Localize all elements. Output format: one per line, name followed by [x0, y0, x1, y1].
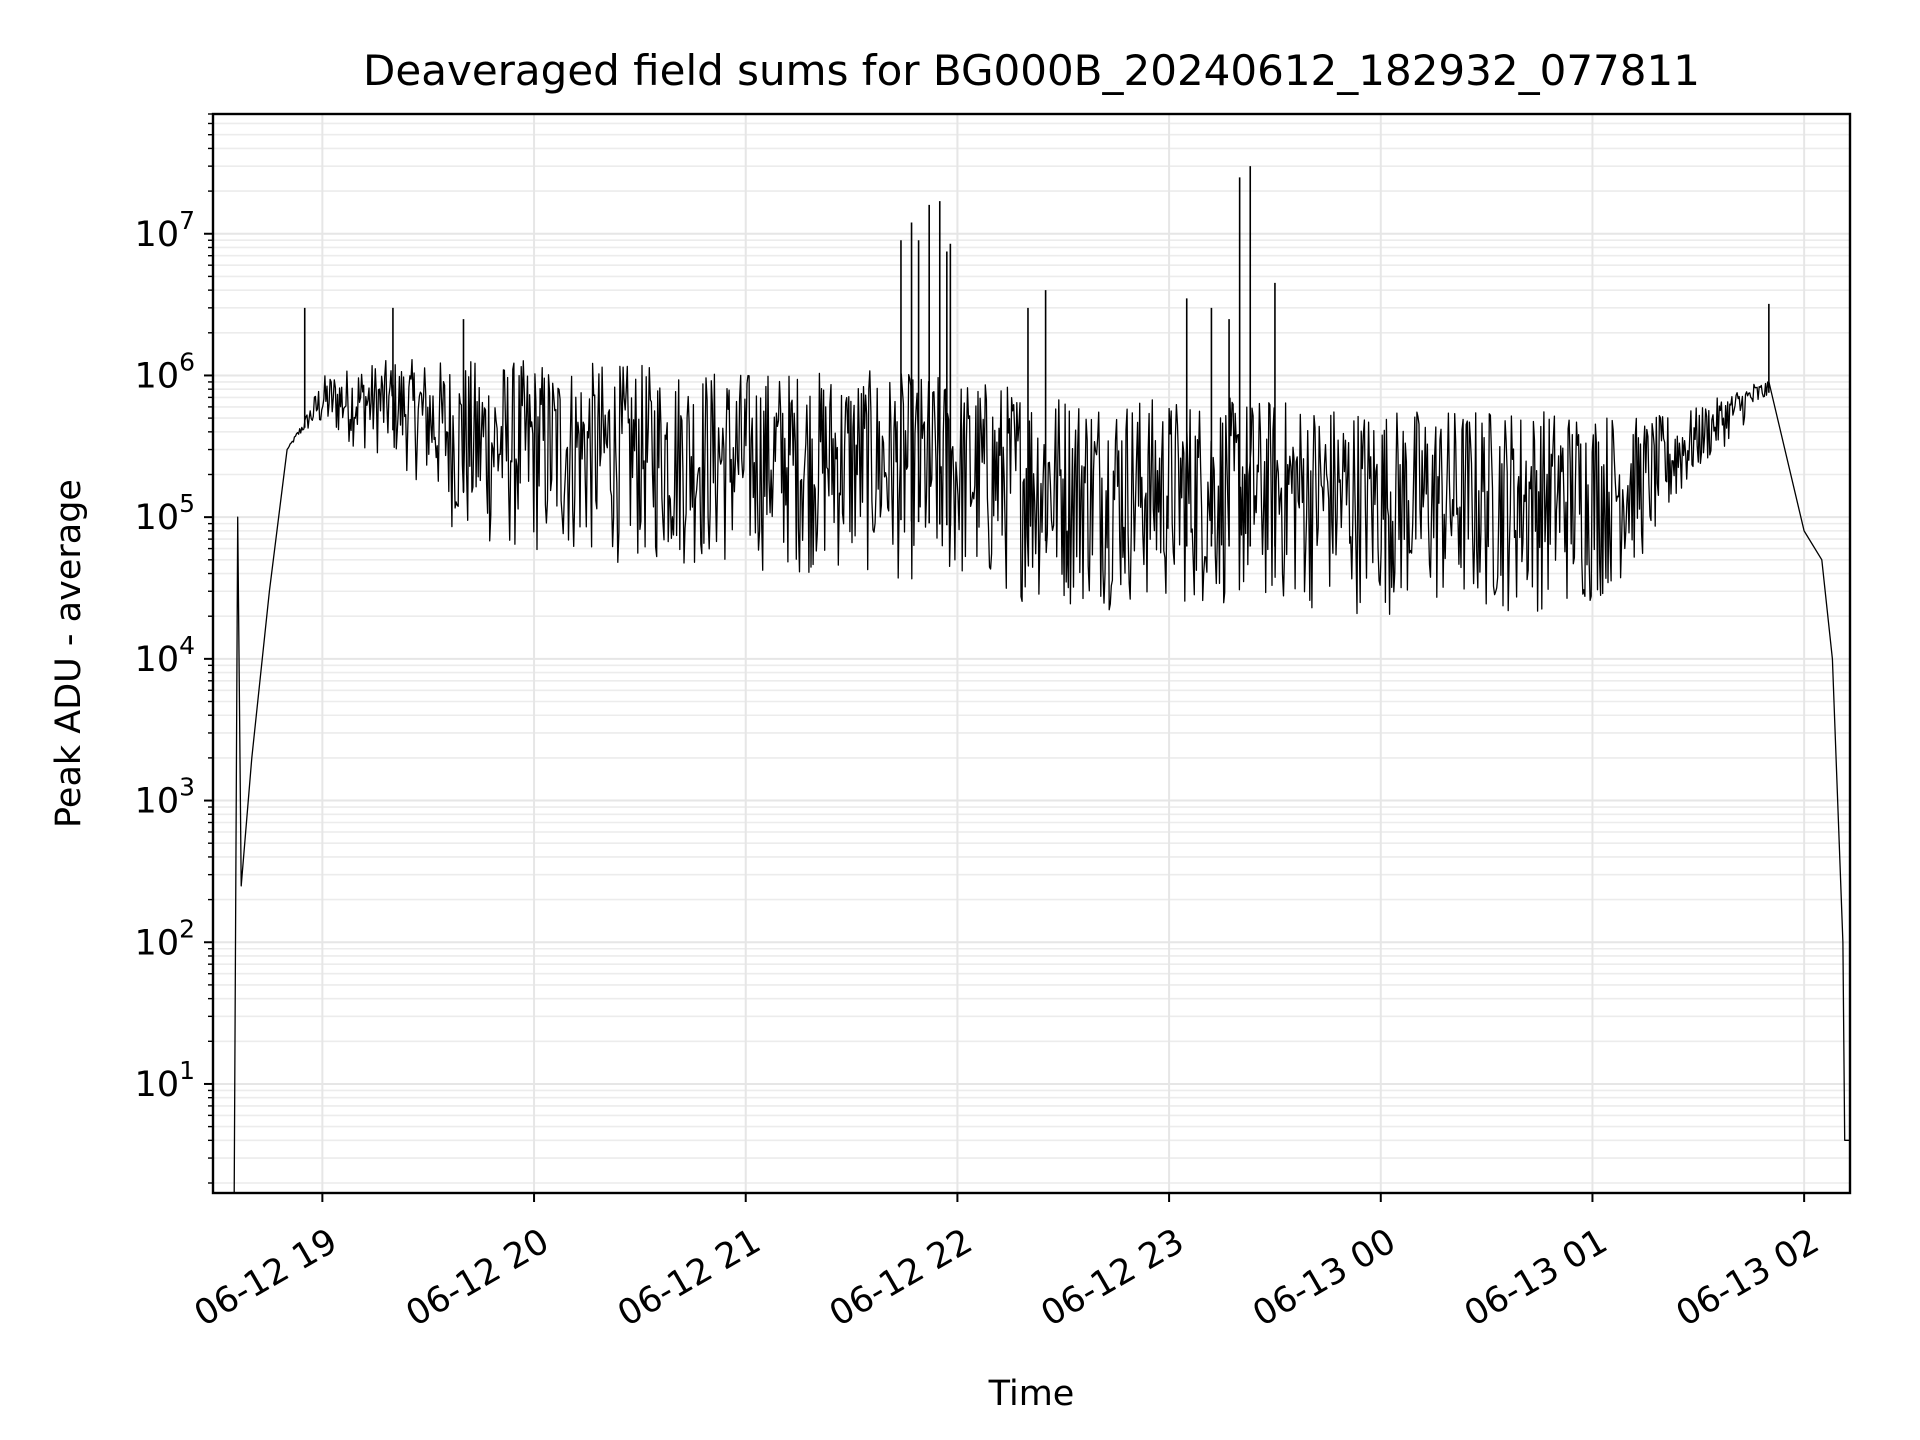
y-tick-label: 105: [135, 489, 195, 538]
chart-title: Deaveraged field sums for BG000B_2024061…: [363, 46, 1700, 95]
y-tick-label-exponent: 6: [179, 347, 195, 376]
y-tick-label-exponent: 5: [179, 489, 195, 518]
y-tick-label: 107: [135, 206, 195, 255]
y-axis-label: Peak ADU - average: [49, 479, 89, 828]
y-tick-label: 101: [135, 1056, 195, 1105]
series-layer: [233, 166, 1850, 1194]
y-tick-label-base: 10: [135, 640, 180, 680]
y-tick-label-exponent: 3: [179, 773, 195, 802]
y-tick-label-base: 10: [135, 923, 180, 963]
y-tick-label: 102: [135, 914, 195, 963]
y-tick-label-base: 10: [135, 782, 180, 822]
y-tick-label-base: 10: [135, 498, 180, 538]
y-tick-label-exponent: 7: [179, 206, 195, 235]
y-tick-label-exponent: 2: [179, 914, 195, 943]
y-tick-label-exponent: 4: [179, 631, 195, 660]
y-tick-label-base: 10: [135, 356, 180, 396]
y-tick-label-base: 10: [135, 1065, 180, 1105]
x-axis-label: Time: [988, 1374, 1075, 1414]
y-tick-label: 103: [135, 773, 195, 822]
y-tick-label-base: 10: [135, 215, 180, 255]
y-tick-label: 106: [135, 347, 195, 396]
grid: [213, 113, 1850, 1193]
y-tick-label: 104: [135, 631, 195, 680]
series-line: [233, 358, 1850, 1194]
plot-frame: [211, 112, 1852, 1195]
y-tick-label-exponent: 1: [179, 1056, 195, 1085]
